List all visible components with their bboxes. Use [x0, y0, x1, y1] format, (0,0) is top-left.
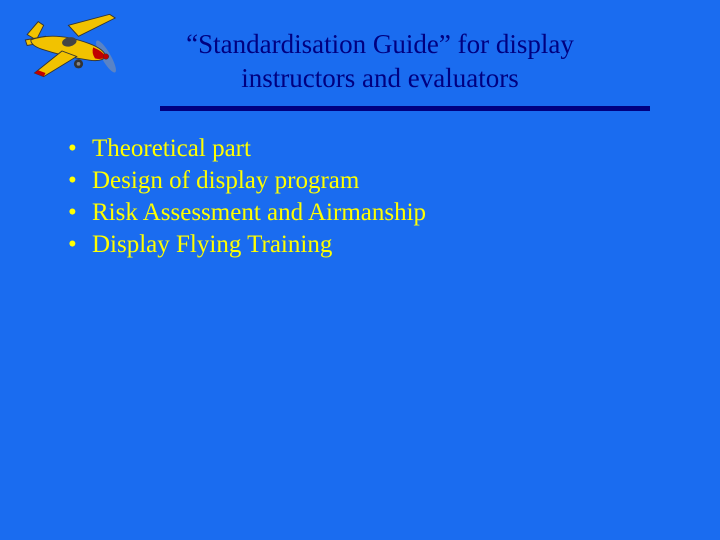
- bullet-list: Theoretical part Design of display progr…: [68, 133, 680, 261]
- title-line-2: instructors and evaluators: [140, 62, 620, 96]
- slide: “Standardisation Guide” for display inst…: [0, 0, 720, 540]
- list-item: Design of display program: [68, 165, 680, 197]
- bullet-text: Display Flying Training: [92, 231, 332, 258]
- bullet-text: Design of display program: [92, 167, 359, 194]
- list-item: Risk Assessment and Airmanship: [68, 197, 680, 229]
- airplane-icon: [18, 8, 128, 83]
- title-divider: [160, 106, 650, 111]
- bullet-text: Risk Assessment and Airmanship: [92, 199, 426, 226]
- list-item: Theoretical part: [68, 133, 680, 165]
- list-item: Display Flying Training: [68, 229, 680, 261]
- bullet-text: Theoretical part: [92, 135, 251, 162]
- title-line-1: “Standardisation Guide” for display: [140, 28, 620, 62]
- slide-title: “Standardisation Guide” for display inst…: [140, 20, 620, 96]
